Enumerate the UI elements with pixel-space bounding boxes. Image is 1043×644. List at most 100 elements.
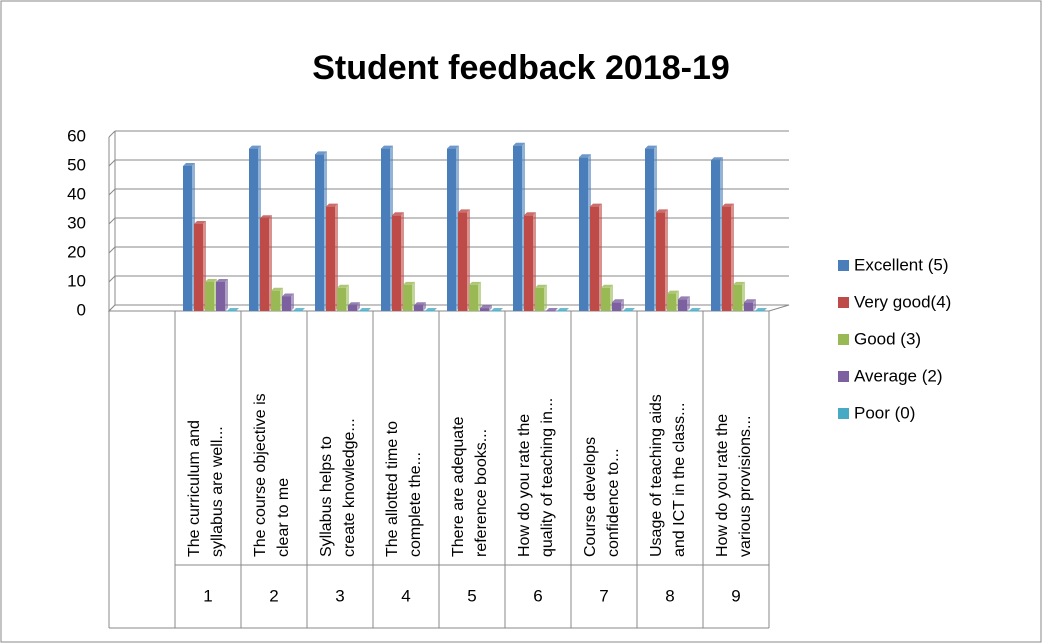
bar <box>524 215 533 311</box>
bar <box>469 284 478 311</box>
y-tick-label: 10 <box>67 271 86 290</box>
y-tick-label: 30 <box>67 213 86 232</box>
category-description: The course objective is <box>252 393 269 557</box>
bar-top <box>414 302 426 306</box>
bar-top <box>656 209 668 213</box>
bar <box>414 305 423 311</box>
bar-top <box>447 145 459 149</box>
bar <box>645 148 654 311</box>
bar-top <box>689 308 701 311</box>
category-description: The curriculum and <box>186 420 203 557</box>
bar-top <box>524 212 536 216</box>
bar <box>183 166 192 311</box>
legend-swatch <box>838 297 849 308</box>
bar-top <box>282 293 294 297</box>
bar-top <box>711 157 723 161</box>
bar <box>755 311 764 312</box>
bar <box>337 287 346 311</box>
bar-top <box>381 145 393 149</box>
bar-top <box>469 281 481 285</box>
bar-top <box>546 308 558 311</box>
bar-side <box>533 212 536 311</box>
bar <box>392 215 401 311</box>
bar-top <box>590 203 602 207</box>
bar <box>271 290 280 311</box>
legend-swatch <box>838 334 849 345</box>
bar <box>535 287 544 311</box>
bar-top <box>579 154 591 158</box>
bar <box>359 311 368 312</box>
bar-top <box>403 281 415 285</box>
bar <box>722 206 731 311</box>
category-description: Usage of teaching aids <box>648 394 665 557</box>
category-description: complete the... <box>407 452 424 557</box>
grid-line-side <box>108 159 116 167</box>
category-description: quality of teaching in... <box>539 398 556 557</box>
bar-top <box>392 212 404 216</box>
legend-label: Very good(4) <box>854 292 951 311</box>
bar <box>348 305 357 311</box>
bar <box>678 299 687 311</box>
legend-label: Good (3) <box>854 329 921 348</box>
bar-side <box>291 293 294 311</box>
category-description: Syllabus helps to <box>318 436 335 557</box>
bar-top <box>326 203 338 207</box>
bar <box>667 293 676 311</box>
x-tick-label: 8 <box>665 586 674 605</box>
bar-top <box>733 281 745 285</box>
y-tick-label: 40 <box>67 184 86 203</box>
grid-line-side <box>108 130 116 138</box>
x-tick-label: 6 <box>533 586 542 605</box>
bar-top <box>293 308 305 311</box>
y-tick-label: 20 <box>67 242 86 261</box>
bar-top <box>216 279 228 282</box>
bar <box>623 311 632 312</box>
bar <box>216 282 225 311</box>
bar <box>249 148 258 311</box>
bar-top <box>601 284 613 288</box>
y-tick-label: 50 <box>67 155 86 174</box>
bar-top <box>194 221 206 224</box>
bar-top <box>557 308 569 311</box>
bar-side <box>621 299 624 311</box>
x-tick-label: 9 <box>731 586 740 605</box>
bar <box>425 311 434 312</box>
bar-side <box>423 302 426 311</box>
bar <box>315 154 324 311</box>
bar-top <box>260 215 272 219</box>
bar <box>513 145 522 311</box>
bar-top <box>722 203 734 207</box>
bar-side <box>412 281 415 311</box>
bar-top <box>348 302 360 306</box>
bar-top <box>205 279 217 282</box>
bar <box>227 311 236 312</box>
bar-top <box>183 163 195 166</box>
bar <box>546 311 555 312</box>
bar <box>194 224 203 311</box>
category-description: How do you rate the <box>516 414 533 557</box>
bar-top <box>667 290 679 294</box>
legend-label: Excellent (5) <box>854 255 948 274</box>
category-description: confidence to... <box>605 448 622 557</box>
legend-label: Average (2) <box>854 366 943 385</box>
bar-side <box>753 299 756 311</box>
y-tick-label: 0 <box>77 300 86 319</box>
bar-side <box>335 203 338 311</box>
bar-side <box>346 284 349 311</box>
bar <box>293 311 302 312</box>
y-tick-label: 60 <box>67 126 86 145</box>
bar-top <box>249 145 261 149</box>
x-tick-label: 3 <box>335 586 344 605</box>
bar-side <box>731 203 734 311</box>
legend-label: Poor (0) <box>854 403 915 422</box>
bar <box>689 311 698 312</box>
bar-top <box>227 308 239 311</box>
bar-top <box>458 209 470 213</box>
x-tick-label: 1 <box>203 586 212 605</box>
bar <box>744 302 753 311</box>
bar <box>557 311 566 312</box>
category-description: Course develops <box>582 437 599 557</box>
category-description: and ICT in the class... <box>671 403 688 557</box>
